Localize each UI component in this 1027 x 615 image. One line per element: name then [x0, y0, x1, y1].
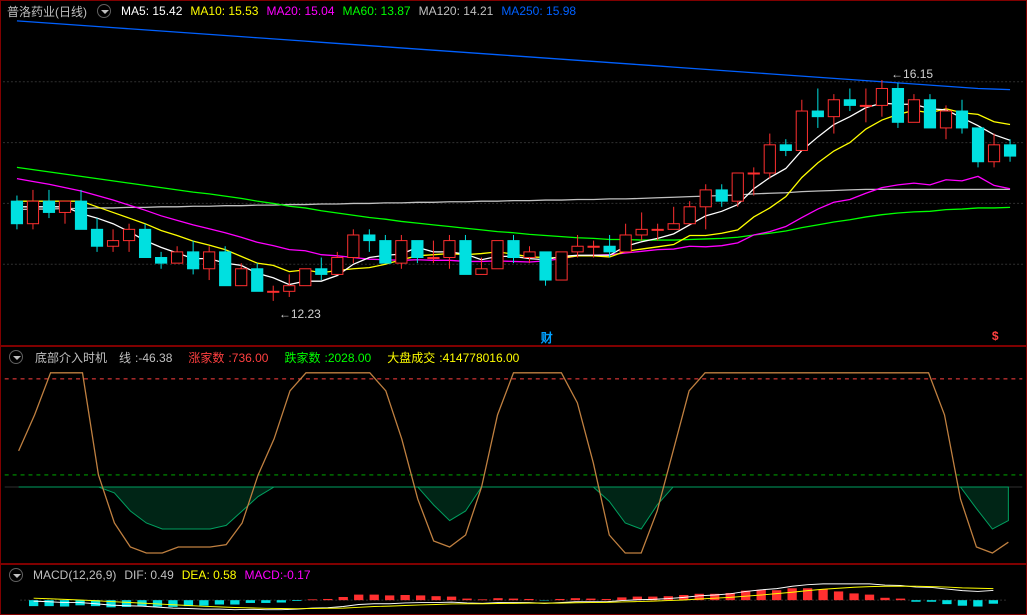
ind1-dn-field: 跌家数:2028.00: [284, 349, 375, 366]
stock-title: 普洛药业(日线): [7, 3, 87, 20]
ind1-up-field: 涨家数:736.00: [188, 349, 272, 366]
price-chart-svg: [1, 1, 1026, 345]
macd-title: MACD(12,26,9): [33, 568, 116, 582]
ind1-title: 底部介入时机: [35, 349, 107, 366]
ma250-label: MA250: 15.98: [501, 4, 576, 18]
ma20-label: MA20: 15.04: [266, 4, 334, 18]
chevron-down-icon[interactable]: [9, 568, 23, 582]
low-price-annotation: ←12.23: [279, 307, 321, 321]
ind1-line-field: 线:-46.38: [119, 349, 176, 366]
high-price-annotation: ←16.15: [891, 67, 933, 81]
dif-field: DIF: 0.49: [124, 568, 173, 582]
macd-field: MACD:-0.17: [244, 568, 310, 582]
indicator1-panel[interactable]: 底部介入时机 线:-46.38 涨家数:736.00 跌家数:2028.00 大…: [0, 346, 1027, 564]
event-marker: $: [992, 329, 999, 343]
macd-panel[interactable]: MACD(12,26,9) DIF: 0.49 DEA: 0.58 MACD:-…: [0, 564, 1027, 615]
macd-header: MACD(12,26,9) DIF: 0.49 DEA: 0.58 MACD:-…: [7, 567, 1020, 583]
price-chart-panel[interactable]: 普洛药业(日线) MA5: 15.42 MA10: 15.53 MA20: 15…: [0, 0, 1027, 346]
event-marker: 财: [541, 329, 553, 346]
price-header: 普洛药业(日线) MA5: 15.42 MA10: 15.53 MA20: 15…: [7, 3, 1020, 19]
ind1-vol-field: 大盘成交:414778016.00: [387, 349, 523, 366]
ma5-label: MA5: 15.42: [121, 4, 182, 18]
chevron-down-icon[interactable]: [9, 350, 23, 364]
dea-field: DEA: 0.58: [182, 568, 237, 582]
indicator1-svg: [1, 347, 1026, 563]
ma10-label: MA10: 15.53: [190, 4, 258, 18]
chevron-down-icon[interactable]: [97, 4, 111, 18]
ma60-label: MA60: 13.87: [343, 4, 411, 18]
indicator1-header: 底部介入时机 线:-46.38 涨家数:736.00 跌家数:2028.00 大…: [7, 349, 1020, 365]
ma120-label: MA120: 14.21: [419, 4, 494, 18]
